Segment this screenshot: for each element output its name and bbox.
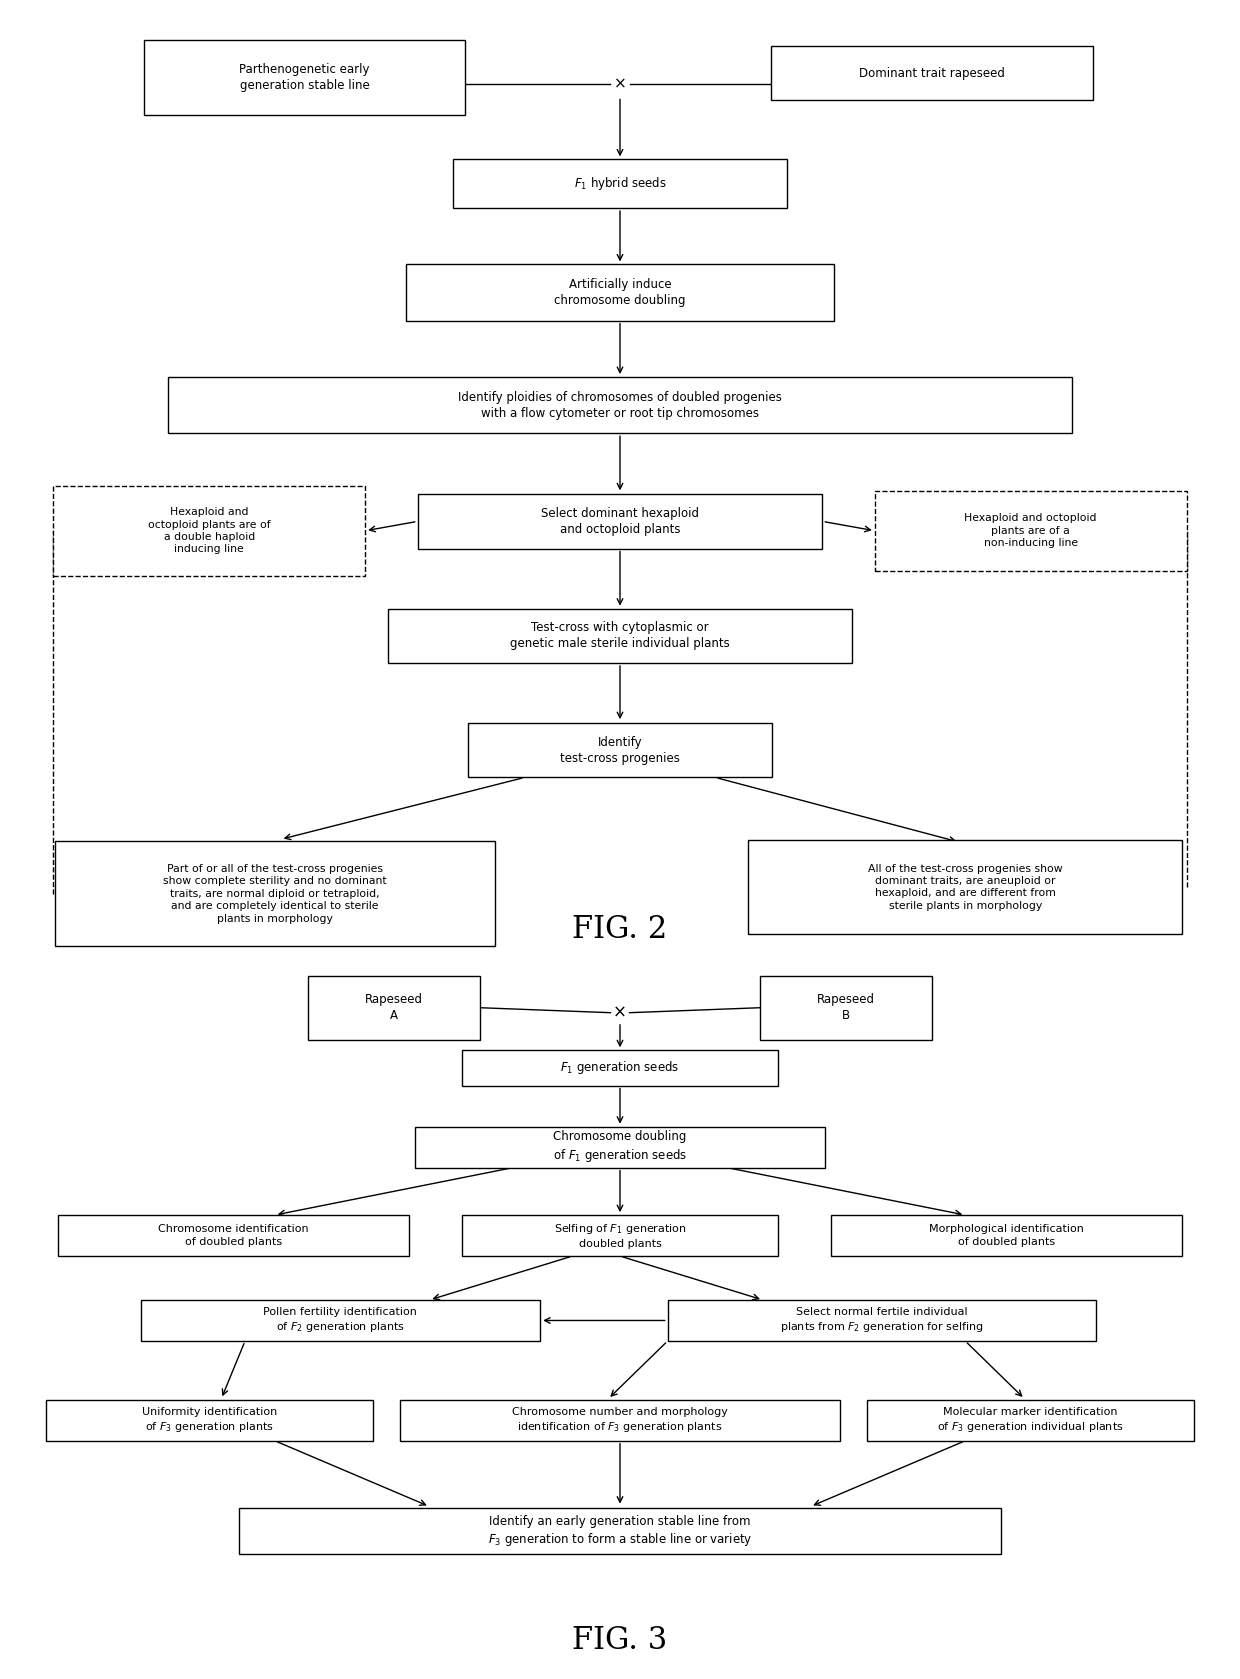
FancyBboxPatch shape — [463, 1216, 777, 1256]
Text: Pollen fertility identification
of $F_2$ generation plants: Pollen fertility identification of $F_2$… — [263, 1306, 417, 1335]
Text: ×: × — [614, 77, 626, 92]
FancyBboxPatch shape — [831, 1216, 1183, 1256]
Text: Molecular marker identification
of $F_3$ generation individual plants: Molecular marker identification of $F_3$… — [937, 1407, 1123, 1434]
Text: Hexaploid and octoploid
plants are of a
non-inducing line: Hexaploid and octoploid plants are of a … — [965, 514, 1097, 547]
FancyBboxPatch shape — [239, 1508, 1001, 1555]
Text: Part of or all of the test-cross progenies
show complete sterility and no domina: Part of or all of the test-cross progeni… — [162, 865, 387, 923]
Text: Chromosome doubling
of $F_1$ generation seeds: Chromosome doubling of $F_1$ generation … — [553, 1130, 687, 1164]
FancyBboxPatch shape — [57, 1216, 409, 1256]
Text: Select normal fertile individual
plants from $F_2$ generation for selfing: Select normal fertile individual plants … — [780, 1306, 983, 1335]
Text: Test-cross with cytoplasmic or
genetic male sterile individual plants: Test-cross with cytoplasmic or genetic m… — [510, 621, 730, 650]
FancyBboxPatch shape — [55, 841, 495, 947]
FancyBboxPatch shape — [167, 378, 1073, 433]
FancyBboxPatch shape — [53, 485, 366, 576]
Text: ×: × — [613, 1004, 627, 1023]
Text: $F_1$ generation seeds: $F_1$ generation seeds — [560, 1059, 680, 1076]
Text: Selfing of $F_1$ generation
doubled plants: Selfing of $F_1$ generation doubled plan… — [553, 1222, 687, 1249]
FancyBboxPatch shape — [399, 1400, 841, 1441]
Text: Chromosome identification
of doubled plants: Chromosome identification of doubled pla… — [157, 1224, 309, 1247]
Text: Select dominant hexaploid
and octoploid plants: Select dominant hexaploid and octoploid … — [541, 507, 699, 536]
FancyBboxPatch shape — [760, 975, 932, 1039]
FancyBboxPatch shape — [144, 40, 465, 116]
FancyBboxPatch shape — [308, 975, 480, 1039]
FancyBboxPatch shape — [418, 494, 822, 549]
FancyBboxPatch shape — [141, 1300, 539, 1342]
FancyBboxPatch shape — [867, 1400, 1194, 1441]
Text: All of the test-cross progenies show
dominant traits, are aneuploid or
hexaploid: All of the test-cross progenies show dom… — [868, 863, 1063, 910]
Text: FIG. 2: FIG. 2 — [573, 915, 667, 945]
Text: Uniformity identification
of $F_3$ generation plants: Uniformity identification of $F_3$ gener… — [141, 1407, 277, 1434]
Text: Morphological identification
of doubled plants: Morphological identification of doubled … — [930, 1224, 1084, 1247]
Text: Rapeseed
B: Rapeseed B — [817, 994, 875, 1023]
FancyBboxPatch shape — [667, 1300, 1096, 1342]
FancyBboxPatch shape — [414, 1127, 826, 1167]
Text: $F_1$ hybrid seeds: $F_1$ hybrid seeds — [574, 175, 666, 191]
Text: Hexaploid and
octoploid plants are of
a double haploid
inducing line: Hexaploid and octoploid plants are of a … — [148, 507, 270, 554]
FancyBboxPatch shape — [469, 724, 771, 777]
FancyBboxPatch shape — [748, 840, 1183, 934]
FancyBboxPatch shape — [463, 1049, 777, 1086]
Text: Identify
test-cross progenies: Identify test-cross progenies — [560, 735, 680, 764]
Text: Identify an early generation stable line from
$F_3$ generation to form a stable : Identify an early generation stable line… — [487, 1514, 753, 1548]
Text: Identify ploidies of chromosomes of doubled progenies
with a flow cytometer or r: Identify ploidies of chromosomes of doub… — [458, 391, 782, 420]
FancyBboxPatch shape — [405, 264, 835, 321]
Text: Artificially induce
chromosome doubling: Artificially induce chromosome doubling — [554, 279, 686, 307]
Text: FIG. 3: FIG. 3 — [573, 1625, 667, 1657]
Text: Parthenogenetic early
generation stable line: Parthenogenetic early generation stable … — [239, 64, 370, 92]
Text: Dominant trait rapeseed: Dominant trait rapeseed — [859, 67, 1004, 79]
Text: Chromosome number and morphology
identification of $F_3$ generation plants: Chromosome number and morphology identif… — [512, 1407, 728, 1434]
FancyBboxPatch shape — [388, 608, 852, 663]
FancyBboxPatch shape — [46, 1400, 373, 1441]
FancyBboxPatch shape — [771, 45, 1092, 101]
Text: Rapeseed
A: Rapeseed A — [365, 994, 423, 1023]
FancyBboxPatch shape — [454, 160, 786, 208]
FancyBboxPatch shape — [874, 490, 1187, 571]
